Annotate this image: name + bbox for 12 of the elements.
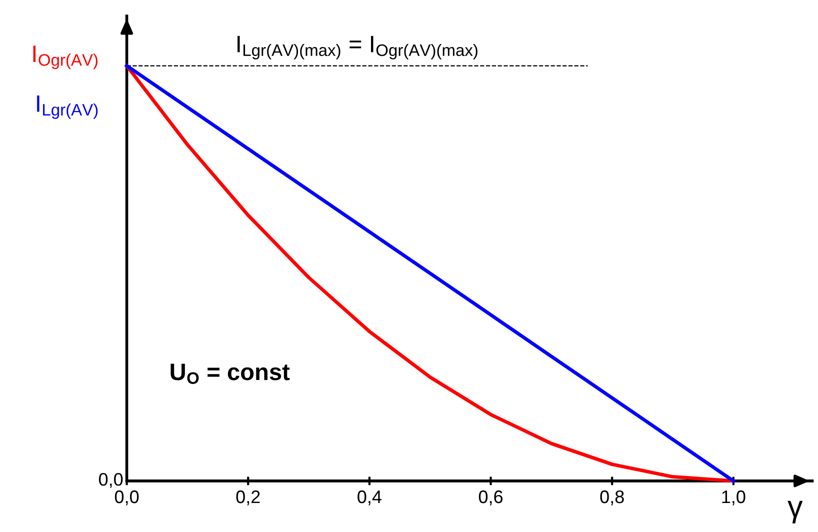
- x-tick-label: 0,2: [236, 490, 260, 506]
- x-tick-label: 0,4: [358, 490, 382, 506]
- x-axis-title: γ: [788, 500, 803, 524]
- ref-line-label: I$_{Lgr(AV)(max)}$ = I$_{Ogr(AV)(max)}$: [238, 36, 478, 60]
- x-tick-label: 0,6: [478, 490, 503, 506]
- x-tick-label: 0,0: [114, 490, 139, 506]
- text: 0,0: [98, 472, 123, 488]
- annotation: U$_{O}$ = const: [170, 364, 290, 384]
- x-tick-label: 1,0: [722, 490, 746, 506]
- series-label: I$_{Lgr(AV)}$: [37, 95, 98, 119]
- series-label: I$_{Ogr(AV)}$: [33, 46, 98, 70]
- x-tick-label: 0,8: [600, 490, 624, 506]
